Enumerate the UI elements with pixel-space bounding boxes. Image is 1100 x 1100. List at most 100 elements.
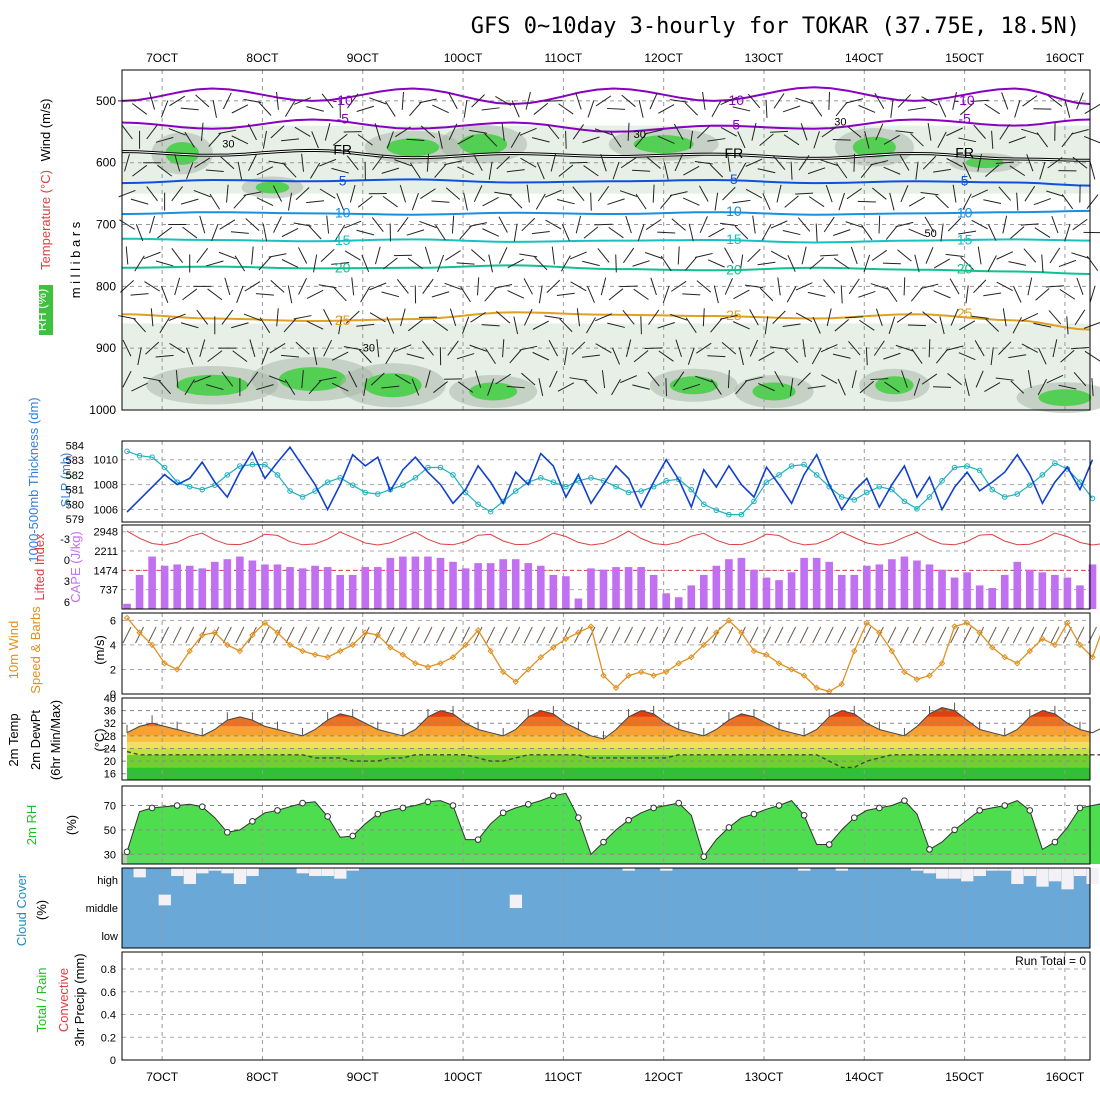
wind-barb	[1035, 288, 1050, 301]
wind-barb	[1023, 248, 1037, 263]
wind-barb	[770, 220, 788, 229]
wind-barb	[719, 222, 738, 227]
wind-barb	[744, 284, 763, 289]
wind-barb	[283, 163, 297, 178]
wind-barb	[927, 122, 932, 141]
wind-barb	[511, 100, 520, 118]
wind-barb	[301, 153, 304, 172]
wind-barb	[650, 277, 657, 296]
rh-point	[424, 798, 432, 806]
temp-color-band	[127, 767, 1090, 780]
temp-tick-label: 20	[104, 756, 116, 768]
wind-barb	[1064, 223, 1071, 242]
wind-barb	[962, 193, 972, 210]
thickness-point	[864, 489, 870, 496]
precip-tick-label: 0.4	[101, 1010, 116, 1022]
wind-barb	[356, 105, 375, 113]
thickness-point	[1039, 472, 1046, 478]
wind-barb	[759, 133, 774, 146]
wind-speed-point	[525, 666, 532, 673]
wind-barb	[549, 370, 558, 388]
wind-barb	[660, 194, 673, 209]
cape-bar	[975, 585, 984, 609]
high-cloud-gap	[961, 868, 974, 882]
axis-title-li: Lifted Index	[32, 533, 47, 601]
wind-barb	[758, 351, 775, 361]
wind-barb	[998, 186, 1012, 201]
wind-barb	[634, 132, 648, 148]
rh-90-blob	[469, 382, 518, 401]
wind-barb	[438, 130, 443, 149]
wind-barb	[645, 219, 662, 230]
wind-barb	[535, 193, 546, 210]
wind-barb	[833, 258, 850, 269]
wind-barb	[663, 161, 669, 180]
wind-barb	[394, 374, 411, 385]
thickness-point	[149, 454, 155, 461]
axis-title-temp: Temperature (°C)	[38, 170, 53, 270]
wind-barb	[457, 166, 474, 175]
wind-barb	[727, 153, 731, 172]
slp-tick-label: 1010	[94, 455, 118, 467]
wind-barb	[727, 370, 730, 389]
thickness-point	[989, 486, 995, 493]
rh-contour-label: 30	[222, 138, 234, 150]
wind-barb	[921, 96, 938, 106]
cape-bar	[160, 565, 169, 609]
temperature-contour-label: 15	[335, 232, 351, 248]
wind-barb	[1038, 347, 1047, 365]
axis-title-pct: (%)	[64, 815, 79, 835]
wind-barb	[284, 379, 296, 395]
wind-barb	[133, 318, 146, 333]
surface-wind-barb	[774, 626, 784, 644]
wind-barb	[371, 217, 384, 232]
wind-barb	[685, 256, 698, 271]
precip-tick-label: 0	[110, 1055, 116, 1067]
rh-90-blob	[386, 138, 440, 157]
wind-barb	[991, 130, 994, 149]
wind-barb	[155, 354, 174, 358]
axis-title-mm: (6hr Min/Max)	[48, 700, 63, 780]
thickness-point	[688, 486, 695, 493]
wind-barb	[1058, 384, 1077, 390]
wind-barb	[786, 286, 797, 303]
cape-bar	[599, 569, 608, 609]
surface-wind-barb	[762, 626, 771, 644]
wind-barb	[895, 344, 914, 352]
thickness-point	[701, 501, 707, 508]
wind-barb	[532, 320, 549, 330]
wind-barb	[118, 315, 136, 320]
thickness-point	[1027, 482, 1033, 488]
thickness-point	[312, 488, 318, 494]
cape-bar	[863, 565, 871, 609]
top-x-tick-label: 13OCT	[745, 51, 784, 65]
wind-speed-point	[311, 651, 319, 658]
wind-barb	[544, 100, 563, 102]
wind-barb	[620, 157, 637, 169]
wind-speed-line	[126, 617, 1100, 693]
temperature-contour-label: 10	[957, 204, 973, 220]
wind-speed-point	[963, 619, 971, 627]
cape-tick-label: 2948	[94, 527, 118, 539]
wind-barb	[323, 309, 333, 326]
surface-wind-barb	[699, 626, 709, 644]
thickness-point	[450, 472, 456, 478]
wind-barb	[1013, 285, 1022, 303]
wind-speed-point	[211, 629, 218, 636]
wind-barb	[420, 188, 436, 199]
wind-barb	[118, 189, 136, 198]
wind-barb	[548, 340, 559, 357]
cape-bar	[775, 580, 783, 609]
pressure-tick-label: 800	[96, 279, 116, 293]
wind-barb	[811, 348, 822, 365]
wind-barb	[231, 135, 249, 145]
temperature-contour-label: -10	[333, 92, 353, 108]
wind-barb	[707, 259, 725, 268]
temperature-contour-label: 5	[730, 171, 738, 187]
thickness-point	[161, 464, 168, 471]
high-cloud-gap	[171, 868, 184, 876]
wind-barb	[845, 221, 863, 228]
wind-barb	[558, 164, 574, 177]
wind-barb	[1086, 255, 1099, 272]
wind-barb	[155, 260, 174, 267]
